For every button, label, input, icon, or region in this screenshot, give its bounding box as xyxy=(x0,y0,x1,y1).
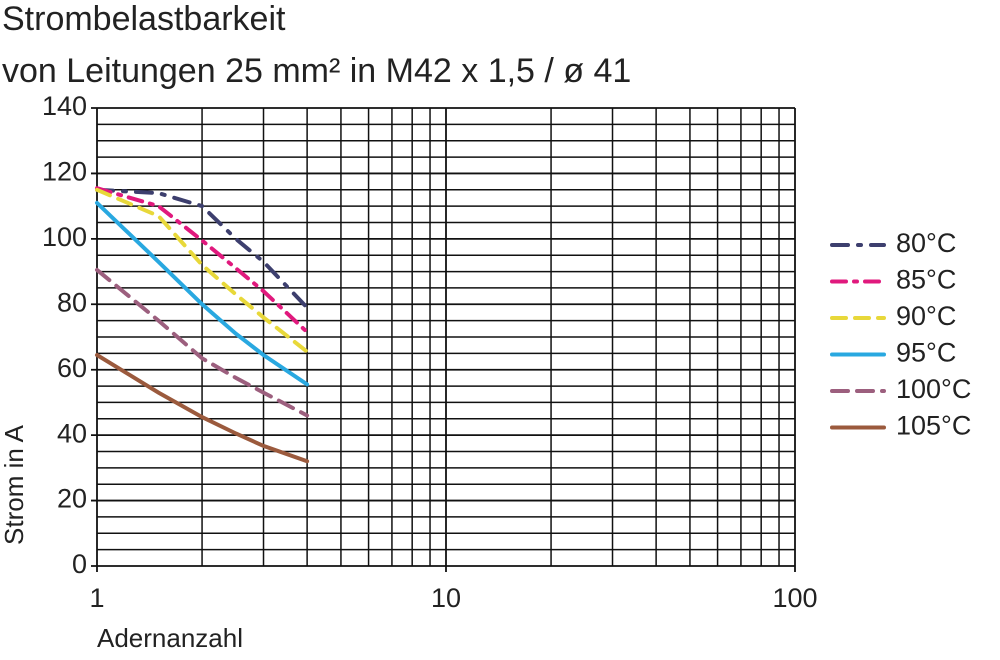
legend-label: 100°C xyxy=(896,374,971,404)
data-line xyxy=(95,353,310,464)
y-tick-label: 40 xyxy=(57,418,87,448)
data-line xyxy=(95,267,310,418)
data-line xyxy=(95,187,310,354)
data-line xyxy=(95,200,310,387)
y-tick-label: 120 xyxy=(42,157,87,187)
y-axis-label: Strom in A xyxy=(0,424,29,545)
chart-title: Strombelastbarkeit xyxy=(2,0,286,38)
legend-label: 105°C xyxy=(896,411,971,441)
chart-subtitle: von Leitungen 25 mm² in M42 x 1,5 / ø 41 xyxy=(2,52,631,90)
y-tick-label: 140 xyxy=(42,91,87,121)
legend-label: 85°C xyxy=(896,265,956,295)
y-tick-label: 60 xyxy=(57,353,87,383)
x-tick-label: 10 xyxy=(431,583,461,613)
legend-label: 80°C xyxy=(896,228,956,258)
legend-label: 95°C xyxy=(896,338,956,368)
y-tick-label: 80 xyxy=(57,287,87,317)
y-tick-label: 100 xyxy=(42,222,87,252)
x-tick-label: 100 xyxy=(772,583,817,613)
y-tick-label: 20 xyxy=(57,484,87,514)
legend-label: 90°C xyxy=(896,301,956,331)
x-axis-label: Adernanzahl xyxy=(97,623,243,653)
data-line xyxy=(95,186,310,335)
x-tick-label: 1 xyxy=(89,583,104,613)
y-tick-label: 0 xyxy=(72,549,87,579)
data-line xyxy=(95,187,310,310)
